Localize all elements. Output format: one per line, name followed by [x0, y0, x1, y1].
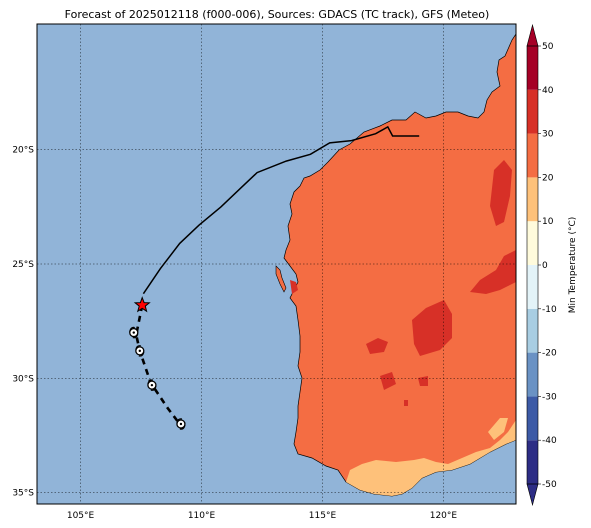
x-tick-label: 115°E — [309, 511, 337, 521]
x-tick-label: 120°E — [430, 511, 458, 521]
colorbar-tick-label: -30 — [542, 392, 557, 402]
colorbar-segment — [527, 265, 538, 309]
warm-temperature-patches — [290, 160, 516, 406]
x-axis-ticks: 105°E 110°E 115°E 120°E — [67, 511, 458, 521]
map-panel — [36, 23, 517, 505]
colorbar-tick-label: -50 — [542, 480, 557, 490]
colorbar-segment — [527, 396, 538, 441]
cyclone-icon — [176, 418, 186, 430]
colorbar-segment — [527, 308, 538, 353]
colorbar-segment — [527, 352, 538, 397]
colorbar-segment — [527, 133, 538, 178]
colorbar-extend-min — [526, 483, 539, 507]
colorbar-extend-max — [526, 23, 539, 47]
x-tick-label: 105°E — [67, 511, 95, 521]
colorbar-tick-label: -40 — [542, 436, 557, 446]
colorbar-segment — [527, 89, 538, 134]
colorbar-tick-label: -10 — [542, 305, 557, 315]
observed-cyclone-track — [142, 125, 420, 295]
red-star-icon — [133, 296, 151, 313]
cool-coastal-band — [346, 420, 516, 496]
shark-bay-island — [275, 265, 287, 293]
colorbar-tick-label: 40 — [542, 86, 554, 96]
colorbar-segment — [527, 46, 538, 90]
temperature-colorbar — [526, 23, 539, 507]
y-tick-label: 35°S — [12, 489, 34, 499]
colorbar-ticks: -50 -40 -30 -20 -10 0 10 20 30 40 50 — [538, 42, 557, 490]
y-axis-ticks: 20°S 25°S 30°S 35°S — [12, 146, 34, 499]
colorbar-segment — [527, 177, 538, 222]
graticule — [37, 24, 516, 504]
colorbar-segment — [527, 221, 538, 265]
cool-patch-southeast — [488, 418, 508, 440]
colorbar-tick-label: 20 — [542, 173, 554, 183]
x-tick-label: 110°E — [188, 511, 216, 521]
colorbar-tick-label: -20 — [542, 349, 557, 359]
colorbar-tick-label: 30 — [542, 130, 554, 140]
map-border — [36, 23, 517, 505]
colorbar-tick-label: 0 — [542, 261, 548, 271]
map-title: Forecast of 2025012118 (f000-006), Sourc… — [65, 8, 490, 21]
colorbar-tick-label: 10 — [542, 217, 554, 227]
colorbar-label: Min Temperature (°C) — [568, 217, 578, 314]
y-tick-label: 30°S — [12, 374, 34, 384]
cyclone-icon — [135, 345, 145, 357]
colorbar-tick-label: 50 — [542, 42, 554, 52]
forecast-position-markers — [129, 326, 186, 430]
cyclone-icon — [129, 326, 139, 339]
y-tick-label: 20°S — [12, 146, 34, 156]
y-tick-label: 25°S — [12, 260, 34, 270]
cyclone-icon — [147, 379, 157, 391]
colorbar-segment — [527, 440, 538, 484]
